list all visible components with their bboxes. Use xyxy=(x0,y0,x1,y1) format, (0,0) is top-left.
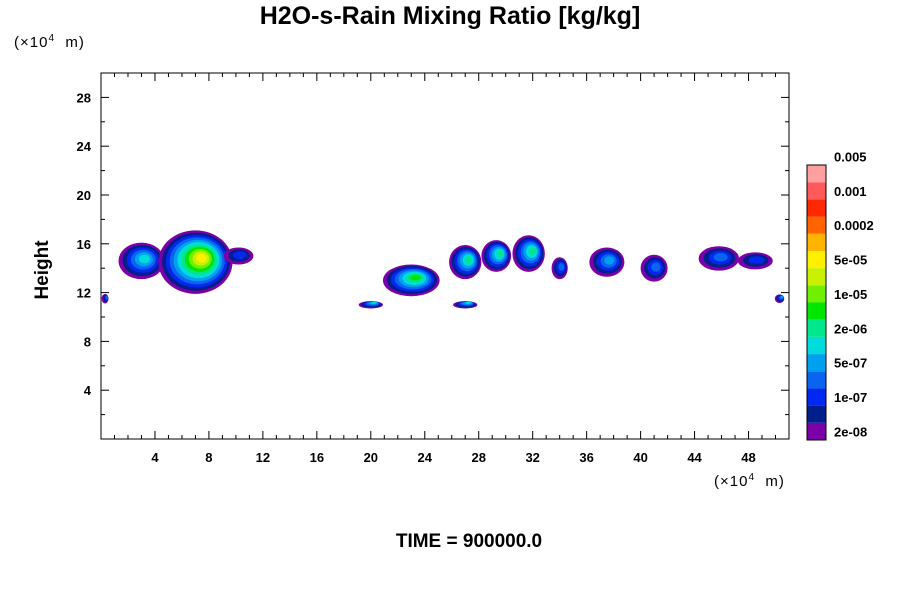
cloud-3 xyxy=(223,247,254,265)
x-axis: 4 8 12 16 20 24 28 32 36 40 44 48 xyxy=(113,73,777,465)
cloud-7 xyxy=(449,245,482,280)
colorbar-label: 1e-05 xyxy=(834,287,867,302)
y-tick-label: 20 xyxy=(77,188,91,203)
colorbar-label: 5e-07 xyxy=(834,356,867,371)
x-unit-label: (×104 m) xyxy=(714,472,785,490)
x-tick-label: 48 xyxy=(741,450,755,465)
contour-band xyxy=(713,252,728,262)
colorbar-swatch xyxy=(807,165,826,183)
colorbar-swatch xyxy=(807,268,826,286)
cloud-13 xyxy=(698,246,740,271)
contour-band xyxy=(370,301,377,304)
colorbar-swatch xyxy=(807,371,826,389)
contour-band xyxy=(780,295,784,299)
colorbar-swatch xyxy=(807,405,826,423)
contour-band xyxy=(233,251,247,259)
y-tick-label: 16 xyxy=(77,237,91,252)
y-tick-label: 4 xyxy=(84,383,92,398)
x-tick-label: 20 xyxy=(364,450,378,465)
cloud-12 xyxy=(640,254,668,282)
colorbar-swatch xyxy=(807,285,826,303)
cloud-1 xyxy=(118,242,165,280)
colorbar-label: 0.001 xyxy=(834,184,867,199)
contour-band xyxy=(196,253,207,263)
contour-band xyxy=(410,274,421,281)
y-tick-label: 28 xyxy=(77,90,91,105)
contour-band xyxy=(496,250,503,257)
colorbar-swatch xyxy=(807,250,826,269)
contour-band xyxy=(528,247,536,256)
x-tick-label: 24 xyxy=(418,450,433,465)
y-tick-label: 12 xyxy=(77,286,91,301)
x-tick-label: 32 xyxy=(525,450,539,465)
colorbar: 2e-08 1e-07 5e-07 2e-06 1e-05 5e-05 0.0002 0.00… xyxy=(806,149,874,441)
y-unit-label: (×104 m) xyxy=(14,33,85,51)
contour-field xyxy=(101,230,785,309)
contour-band xyxy=(105,295,109,300)
colorbar-swatch xyxy=(807,388,826,406)
y-tick-label: 8 xyxy=(84,334,91,349)
chart-title: H2O-s-Rain Mixing Ratio [kg/kg] xyxy=(259,2,641,30)
x-tick-label: 28 xyxy=(471,450,485,465)
colorbar-swatch xyxy=(807,199,826,217)
contour-band xyxy=(604,256,615,265)
colorbar-swatch xyxy=(807,354,826,372)
x-tick-label: 4 xyxy=(151,450,159,465)
contour-band xyxy=(465,301,472,304)
colorbar-swatch xyxy=(807,216,826,234)
cloud-2 xyxy=(158,230,233,294)
cloud-15 xyxy=(774,294,785,303)
cloud-5 xyxy=(453,301,478,309)
contour-band xyxy=(748,256,765,264)
y-axis: 4 8 12 16 20 24 28 xyxy=(77,90,789,416)
cloud-10 xyxy=(551,257,568,280)
colorbar-swatch xyxy=(807,319,826,337)
contour-band xyxy=(558,263,565,271)
y-tick-label: 24 xyxy=(77,139,92,154)
x-tick-label: 36 xyxy=(579,450,593,465)
cloud-14 xyxy=(737,252,773,270)
colorbar-label: 0.0002 xyxy=(834,218,874,233)
x-tick-label: 8 xyxy=(205,450,212,465)
plot-frame xyxy=(100,72,790,440)
x-tick-label: 40 xyxy=(633,450,647,465)
contour-band xyxy=(138,254,151,264)
cloud-8 xyxy=(481,240,512,272)
colorbar-swatch xyxy=(807,422,826,440)
time-label: TIME = 900000.0 xyxy=(395,531,543,552)
colorbar-swatch xyxy=(807,182,826,200)
colorbar-label: 5e-05 xyxy=(834,253,867,268)
x-tick-label: 44 xyxy=(687,450,702,465)
cloud-0 xyxy=(101,293,109,304)
colorbar-swatch xyxy=(807,233,826,251)
cloud-9 xyxy=(512,235,545,272)
colorbar-swatch xyxy=(807,336,826,355)
x-tick-label: 16 xyxy=(310,450,324,465)
cloud-11 xyxy=(589,247,625,277)
contour-band xyxy=(465,256,473,264)
cloud-6 xyxy=(382,264,440,297)
cloud-4 xyxy=(358,301,383,309)
x-tick-label: 12 xyxy=(256,450,270,465)
colorbar-label: 1e-07 xyxy=(834,390,867,405)
colorbar-label: 0.005 xyxy=(834,149,867,164)
contour-band xyxy=(651,262,661,272)
colorbar-label: 2e-08 xyxy=(834,424,867,439)
colorbar-swatch xyxy=(807,302,826,320)
colorbar-label: 2e-06 xyxy=(834,321,867,336)
